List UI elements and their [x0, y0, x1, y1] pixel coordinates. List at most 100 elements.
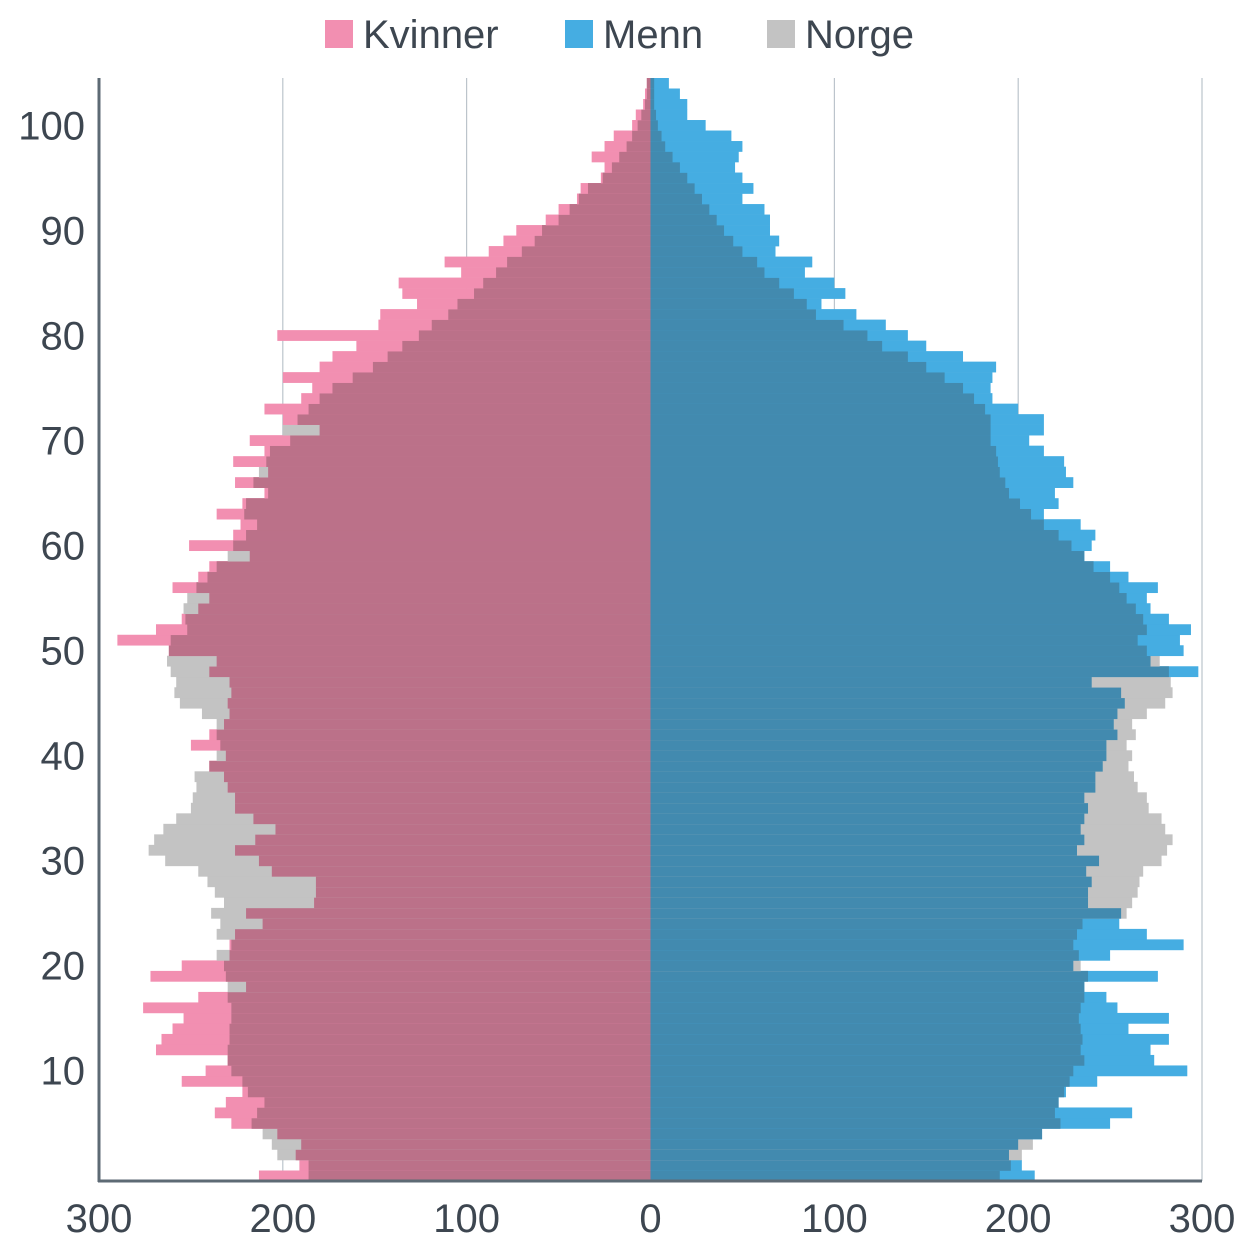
bar-right-outer — [650, 120, 706, 131]
bar-menn — [650, 256, 758, 268]
bar-kvinner — [225, 750, 651, 762]
bar-kvinner — [185, 613, 651, 625]
bar-menn — [650, 1023, 1081, 1035]
x-tick-label: 200 — [985, 1197, 1052, 1241]
bar-menn — [650, 771, 1096, 783]
bar-kvinner — [290, 435, 651, 446]
bar-kvinner — [224, 718, 651, 730]
bar-menn — [650, 1086, 1065, 1098]
bar-menn — [650, 970, 1089, 982]
bar-kvinner — [332, 382, 651, 394]
bar-menn — [650, 498, 1021, 509]
bar-menn — [650, 172, 688, 184]
y-tick-label: 10 — [41, 1050, 86, 1094]
bar-menn — [650, 729, 1118, 741]
bar-kvinner — [235, 802, 651, 814]
bar-kvinner — [315, 876, 651, 888]
bar-menn — [650, 897, 1089, 909]
bar-menn — [650, 540, 1072, 552]
bar-kvinner — [264, 1096, 651, 1108]
bar-kvinner — [262, 918, 651, 930]
bar-menn — [650, 214, 717, 226]
bar-menn — [650, 939, 1074, 951]
bar-menn — [650, 1065, 1074, 1077]
bar-menn — [650, 687, 1122, 699]
bar-kvinner — [534, 235, 651, 247]
bar-kvinner — [227, 697, 651, 709]
bar-kvinner — [646, 88, 651, 100]
bar-kvinner — [431, 319, 651, 331]
bar-menn — [650, 456, 998, 467]
bar-kvinner — [168, 645, 651, 657]
y-tick-labels: 10 20 30 40 50 60 70 80 90 100 — [18, 104, 85, 1093]
bar-kvinner — [244, 508, 651, 520]
bar-kvinner — [308, 1170, 651, 1182]
bar-menn — [650, 246, 743, 257]
bar-kvinner — [474, 288, 651, 299]
bar-kvinner — [271, 865, 651, 877]
bar-menn — [650, 981, 1085, 993]
bar-kvinner — [483, 277, 651, 289]
bar-kvinner — [352, 372, 651, 383]
legend-swatch-norge — [767, 20, 795, 48]
bar-menn — [650, 1075, 1070, 1087]
bar-kvinner — [632, 130, 651, 142]
bar-kvinner — [251, 1117, 651, 1129]
bar-menn — [650, 88, 655, 100]
bar-menn — [650, 414, 991, 425]
bar-menn — [650, 267, 765, 278]
bar-kvinner — [229, 676, 651, 688]
bar-kvinner — [233, 540, 651, 552]
bar-kvinner — [641, 109, 651, 121]
bar-kvinner — [253, 477, 651, 488]
bar-menn — [650, 309, 816, 320]
legend-label-norge: Norge — [805, 13, 914, 57]
bar-kvinner — [187, 624, 651, 636]
bar-right-outer — [650, 130, 732, 142]
bar-kvinner — [229, 708, 651, 720]
legend-label-menn: Menn — [603, 13, 703, 57]
bar-menn — [650, 876, 1092, 888]
x-tick-label: 100 — [801, 1197, 868, 1241]
bar-menn — [650, 529, 1059, 541]
bar-right-outer — [650, 78, 669, 89]
bar-menn — [650, 582, 1120, 594]
bar-kvinner — [269, 445, 651, 457]
bar-kvinner — [637, 120, 651, 131]
bar-menn — [650, 78, 655, 89]
bar-menn — [650, 1117, 1061, 1129]
bar-menn — [650, 141, 666, 152]
bar-kvinner — [249, 550, 651, 562]
bar-menn — [650, 792, 1085, 804]
bar-menn — [650, 508, 1032, 520]
bar-menn — [650, 1012, 1079, 1024]
bar-menn — [650, 351, 908, 362]
legend-label-kvinner: Kvinner — [363, 13, 499, 57]
y-tick-label: 50 — [41, 630, 86, 674]
bar-menn — [650, 183, 695, 194]
bar-menn — [650, 918, 1083, 930]
bar-menn — [650, 960, 1074, 972]
bar-kvinner — [277, 1128, 651, 1140]
bar-kvinner — [229, 1023, 651, 1035]
bar-kvinner — [246, 529, 651, 541]
bar-kvinner — [229, 949, 651, 961]
bar-kvinner — [225, 970, 651, 982]
bar-menn — [650, 424, 991, 436]
bar-kvinner — [246, 498, 651, 509]
bar-kvinner — [496, 267, 651, 278]
bar-kvinner — [216, 729, 651, 741]
y-tick-label: 40 — [41, 735, 86, 779]
bar-kvinner — [227, 1054, 651, 1066]
bars — [117, 78, 1199, 1182]
bar-kvinner — [295, 1149, 651, 1161]
x-tick-label: 200 — [249, 1197, 316, 1241]
bar-kvinner — [402, 340, 651, 352]
bar-kvinner — [257, 519, 651, 531]
bar-menn — [650, 865, 1087, 877]
bar-menn — [650, 886, 1089, 898]
bar-menn — [650, 1138, 1019, 1150]
bar-menn — [650, 750, 1107, 762]
bar-menn — [650, 624, 1147, 636]
bar-menn — [650, 193, 702, 205]
